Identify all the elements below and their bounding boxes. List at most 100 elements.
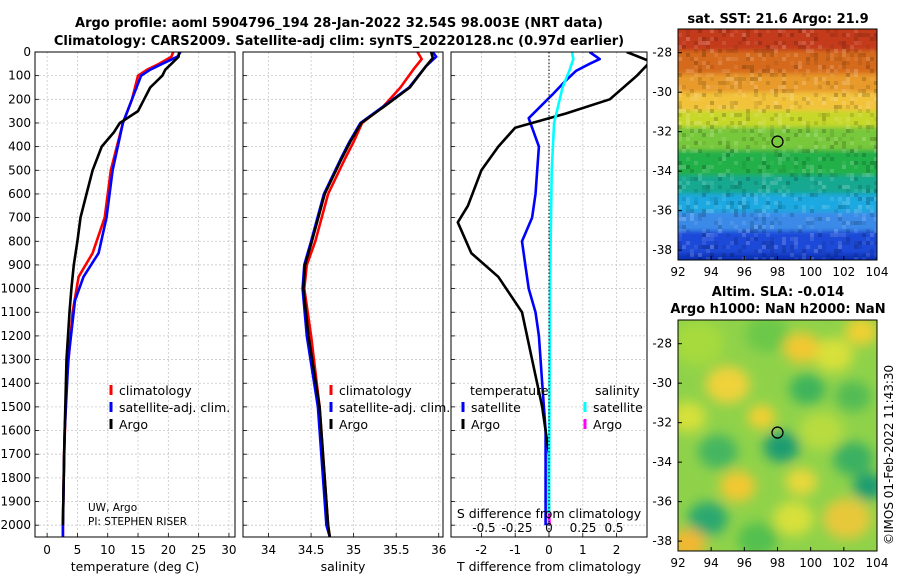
sst-pixel [710,133,714,137]
sst-pixel [814,93,818,97]
sst-pixel [802,249,806,253]
sst-pixel [798,41,802,45]
sst-pixel [862,217,866,221]
sst-pixel [834,105,838,109]
sst-pixel [866,253,870,257]
salinity-diff-tick-label: -0.5 [472,521,495,535]
sst-pixel [730,185,734,189]
sst-pixel [850,161,854,165]
sst-pixel [778,161,782,165]
sst-pixel [754,97,758,101]
sst-pixel [706,233,710,237]
sst-pixel [718,89,722,93]
sst-pixel [722,157,726,161]
sst-pixel [770,237,774,241]
sst-pixel [794,65,798,69]
sst-pixel [678,105,682,109]
sst-pixel [698,129,702,133]
sst-pixel [774,257,778,260]
sst-pixel [694,161,698,165]
sst-pixel [854,57,858,61]
map-y-tick-label: -38 [652,534,672,548]
footer-stamp: ©IMOS 01-Feb-2022 11:43:30 [882,365,896,545]
sst-pixel [842,221,846,225]
panel-temperature: 0100200300400500600700800900100011001200… [0,45,236,574]
sst-pixel [698,173,702,177]
sst-pixel [834,253,838,257]
map-y-tick-label: -38 [652,243,672,257]
sst-pixel [706,181,710,185]
sst-pixel [866,45,870,49]
sst-pixel [702,49,706,53]
sst-pixel [794,81,798,85]
sst-pixel [710,209,714,213]
sst-pixel [690,177,694,181]
sst-pixel [686,93,690,97]
sst-pixel [754,209,758,213]
sst-pixel [874,229,877,233]
sst-pixel [738,81,742,85]
sst-pixel [730,209,734,213]
sst-pixel [686,137,690,141]
sla-map-title-line2: Argo h1000: NaN h2000: NaN [670,302,885,317]
sst-pixel [770,69,774,73]
sst-pixel [702,185,706,189]
profile-location-marker [771,135,784,148]
sst-pixel [718,81,722,85]
sst-pixel [690,253,694,257]
sst-pixel [778,205,782,209]
sst-pixel [762,205,766,209]
sst-pixel [806,125,810,129]
sst-pixel [830,157,834,161]
sst-pixel [682,165,686,169]
sst-pixel [706,229,710,233]
sst-pixel [686,145,690,149]
sst-pixel [774,117,778,121]
sst-pixel [862,197,866,201]
sst-pixel [866,229,870,233]
sst-pixel [686,157,690,161]
sst-pixel [794,177,798,181]
sst-pixel [766,201,770,205]
sst-pixel [802,257,806,260]
sst-pixel [854,257,858,260]
map-x-tick-label: 100 [799,265,822,279]
sst-pixel [706,41,710,45]
sst-pixel [834,97,838,101]
sst-pixel [806,77,810,81]
sst-pixel [838,197,842,201]
sst-pixel [754,49,758,53]
sst-pixel [710,197,714,201]
sst-pixel [870,113,874,117]
sst-pixel [770,53,774,57]
map-x-tick-label: 96 [737,556,752,570]
y-tick-label: 1100 [0,305,31,319]
sst-pixel [842,161,846,165]
sst-pixel [746,229,750,233]
sst-pixel [854,245,858,249]
legend-label: climatology [339,383,412,398]
sst-pixel [750,129,754,133]
sst-pixel [718,93,722,97]
sst-pixel [854,193,858,197]
sst-pixel [838,117,842,121]
sst-pixel [678,229,682,233]
sst-pixel [838,249,842,253]
sst-pixel [726,245,730,249]
sst-pixel [822,157,826,161]
sst-pixel [866,121,870,125]
sst-pixel [730,173,734,177]
sst-pixel [798,133,802,137]
map-x-tick-label: 104 [866,265,889,279]
sst-pixel [770,253,774,257]
salinity-diff-axis: S difference from climatology-0.5 -0.25 0 0… [457,506,642,535]
sst-pixel [830,169,834,173]
sst-pixel [870,173,874,177]
sst-pixel [686,125,690,129]
sla-anomaly-blob [845,320,877,346]
sst-pixel [782,141,786,145]
sst-pixel [770,221,774,225]
sst-pixel [698,81,702,85]
sst-pixel [746,157,750,161]
sst-pixel [738,185,742,189]
